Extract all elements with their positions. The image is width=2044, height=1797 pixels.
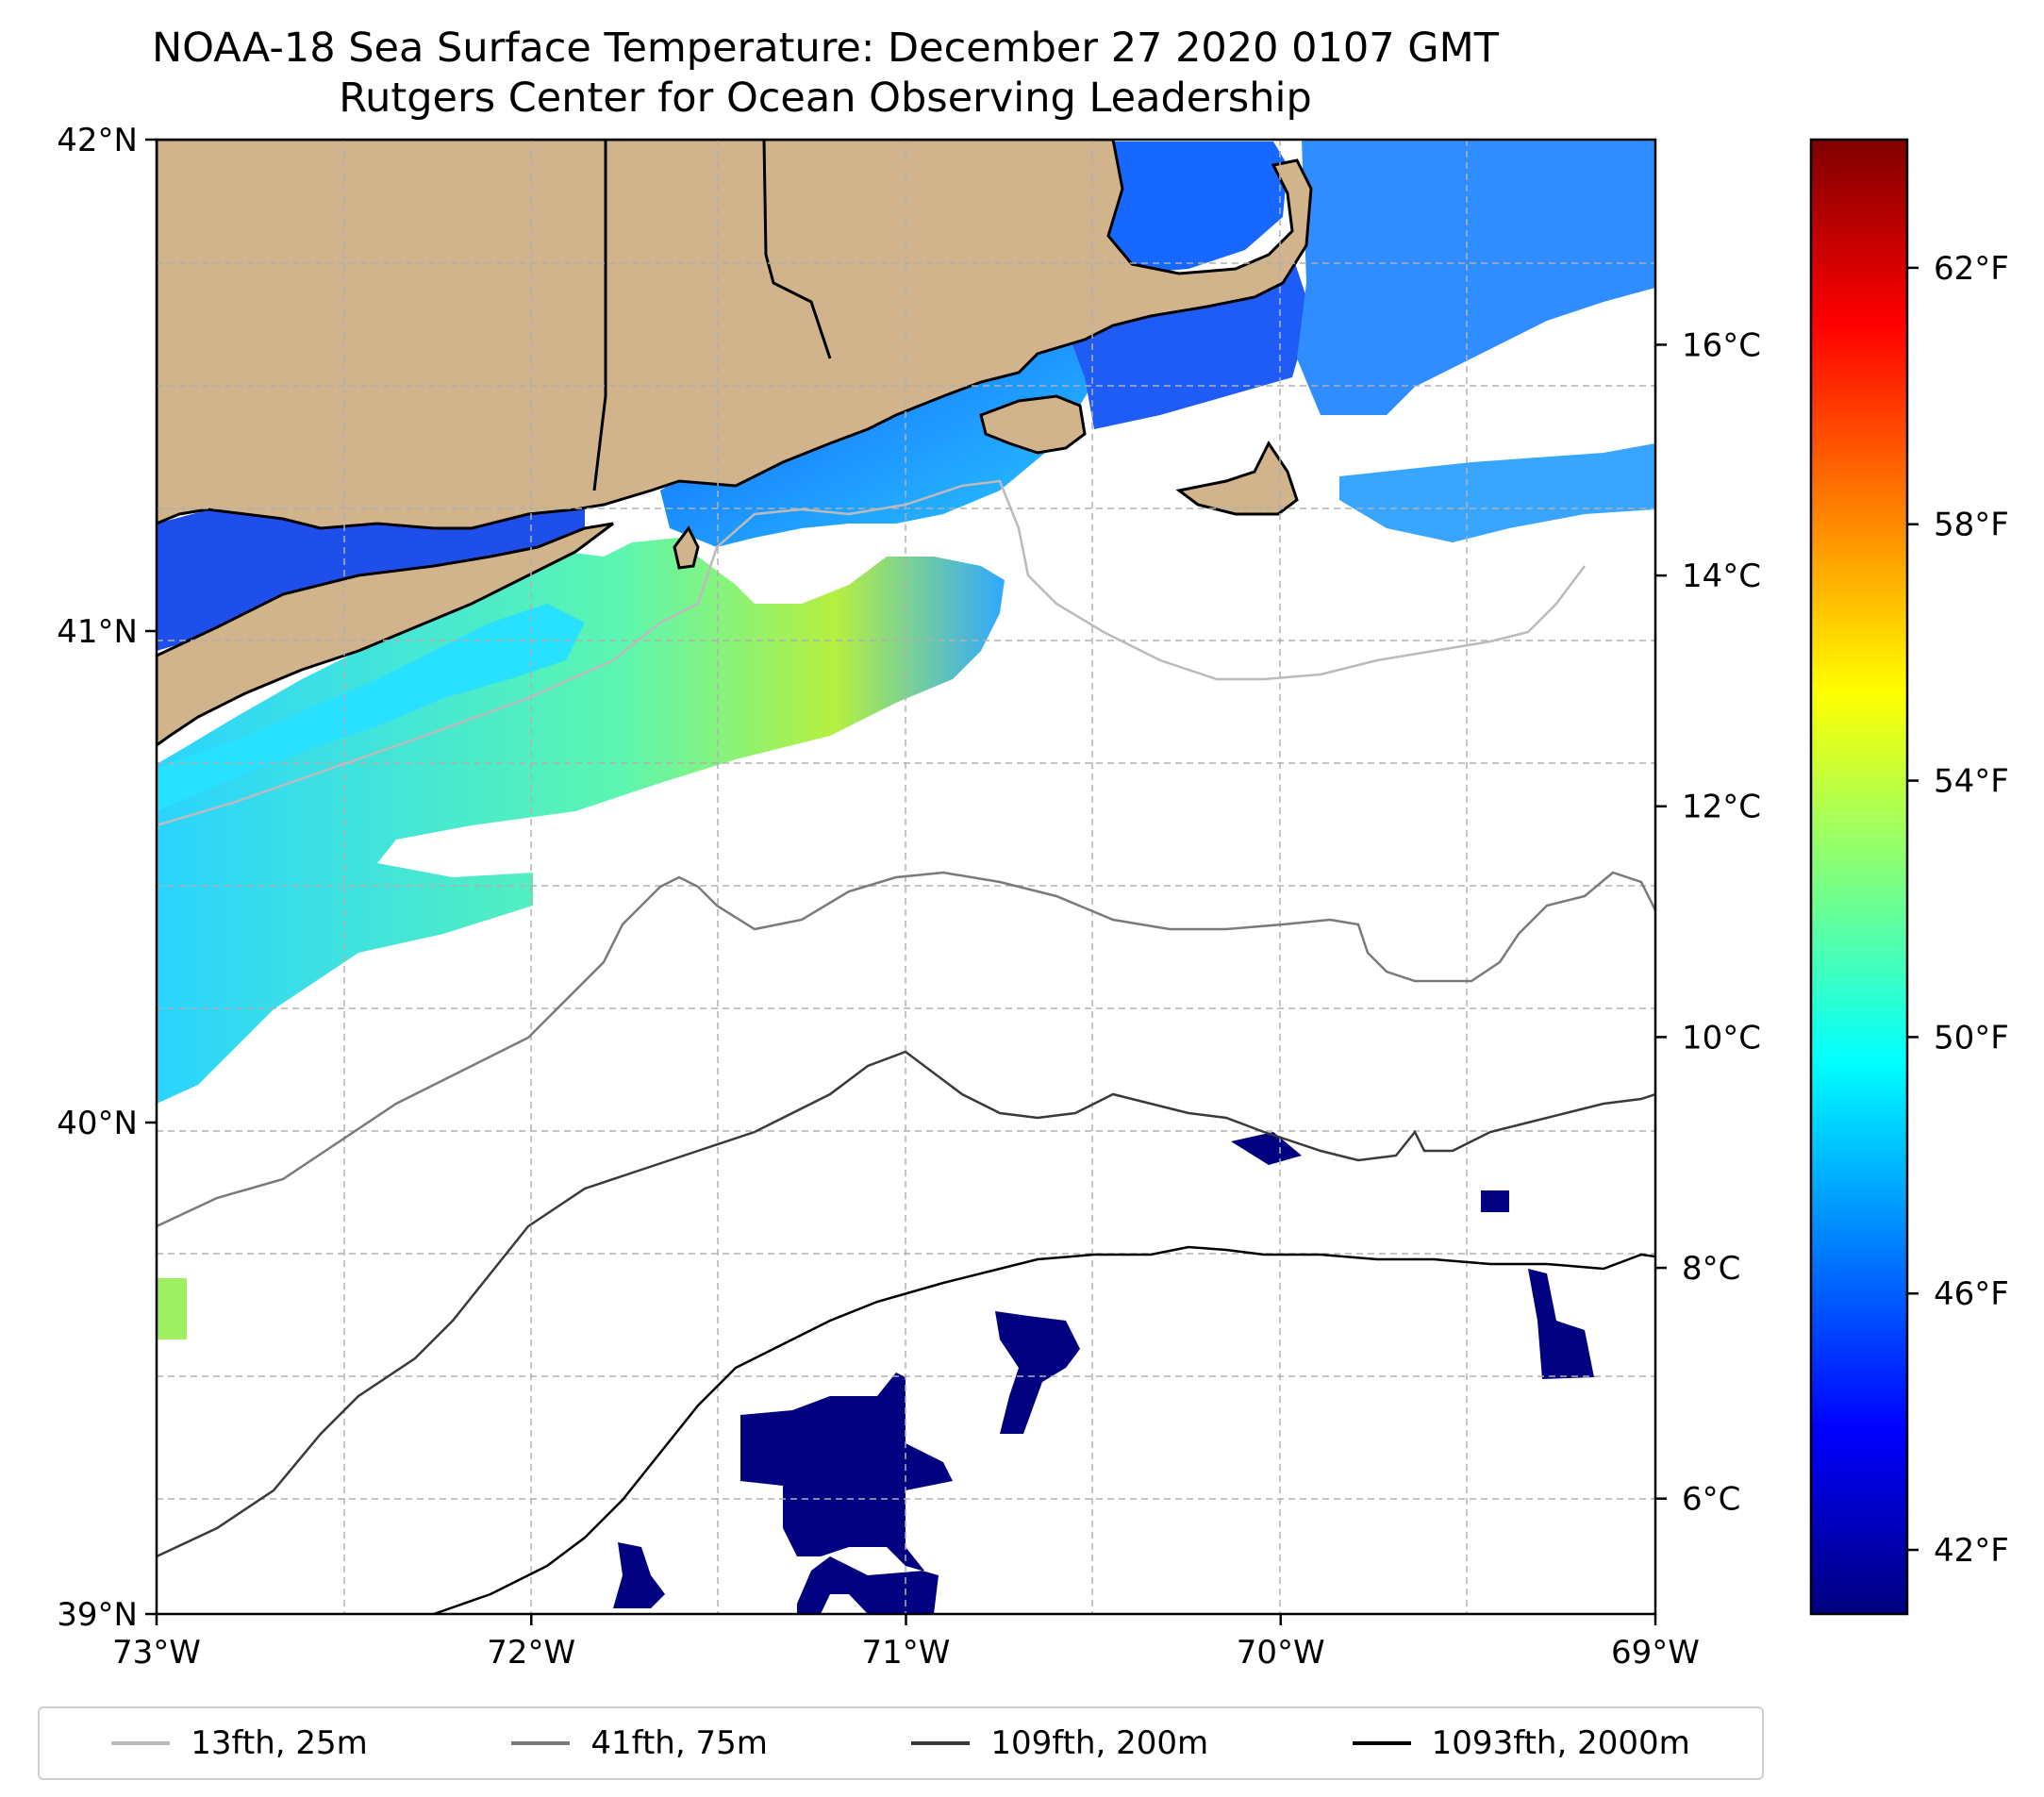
colorbar-gradient xyxy=(1809,138,1909,1616)
sst-nearshore xyxy=(157,604,585,811)
land-layer xyxy=(157,140,1313,747)
nantucket xyxy=(1175,441,1299,516)
fahrenheit-tick-label: 42°F xyxy=(1934,1532,2009,1570)
lat-tick-label: 39°N xyxy=(57,1596,138,1634)
legend-entry: 13fth, 25m xyxy=(111,1724,368,1762)
isobath-2000m xyxy=(433,1245,1655,1614)
legend-line-swatch xyxy=(511,1741,571,1745)
sst-cold-patch-1 xyxy=(740,1373,953,1614)
isobath-legend: 13fth, 25m 41fth, 75m 109fth, 200m 1093fth,… xyxy=(38,1706,1764,1780)
fahrenheit-tick-label: 50°F xyxy=(1934,1019,2009,1057)
sst-cold-patch-2 xyxy=(995,1311,1080,1434)
legend-label: 1093fth, 2000m xyxy=(1431,1724,1690,1762)
map-area xyxy=(157,140,1655,1614)
lon-axis: 73°W 72°W 71°W 70°W 69°W xyxy=(112,1614,1700,1672)
legend-label: 13fth, 25m xyxy=(191,1724,368,1762)
lon-tick-label: 73°W xyxy=(112,1634,201,1672)
sst-cold-patch-6 xyxy=(1231,1132,1302,1165)
sst-cold-patch-3 xyxy=(1528,1269,1594,1379)
marthas-vineyard xyxy=(979,394,1087,455)
sst-gulf-of-maine xyxy=(1297,140,1655,415)
celsius-tick-label: 8°C xyxy=(1682,1250,1740,1288)
sst-south-of-nantucket xyxy=(1339,443,1655,542)
colorbar-fahrenheit-axis: 42°F 46°F 50°F 54°F 58°F 62°F xyxy=(1907,250,2009,1570)
celsius-tick-label: 10°C xyxy=(1682,1019,1761,1057)
lon-tick-label: 71°W xyxy=(862,1634,951,1672)
chart-subtitle: Rutgers Center for Ocean Observing Leade… xyxy=(339,75,1312,122)
isobath-25m xyxy=(157,479,1586,827)
lat-tick-label: 41°N xyxy=(57,613,138,651)
sst-warm-band xyxy=(157,538,1005,1104)
legend-entry: 41fth, 75m xyxy=(511,1724,768,1762)
legend-line-swatch xyxy=(911,1741,971,1745)
block-island xyxy=(673,525,700,570)
colorbar-celsius-axis: 6°C 8°C 10°C 12°C 14°C 16°C xyxy=(1655,326,1761,1519)
sst-cold-patch-4 xyxy=(613,1542,665,1608)
isobaths xyxy=(157,479,1655,1614)
legend-line-swatch xyxy=(111,1741,171,1745)
lon-tick-label: 72°W xyxy=(487,1634,575,1672)
legend-label: 109fth, 200m xyxy=(990,1724,1209,1762)
lon-tick-label: 69°W xyxy=(1611,1634,1700,1672)
celsius-tick-label: 14°C xyxy=(1682,557,1761,595)
lat-tick-label: 40°N xyxy=(57,1105,138,1142)
fahrenheit-tick-label: 58°F xyxy=(1934,507,2009,544)
legend-line-swatch xyxy=(1352,1741,1411,1745)
sst-warm-patch xyxy=(157,1278,187,1339)
fahrenheit-tick-label: 46°F xyxy=(1934,1275,2009,1313)
mainland-new-england xyxy=(157,140,1313,530)
legend-entry: 109fth, 200m xyxy=(911,1724,1208,1762)
celsius-tick-label: 6°C xyxy=(1682,1481,1740,1519)
lon-tick-label: 70°W xyxy=(1237,1634,1325,1672)
lat-axis: 42°N 41°N 40°N 39°N xyxy=(57,122,157,1634)
chart-title: NOAA-18 Sea Surface Temperature: Decembe… xyxy=(152,25,1499,72)
legend-label: 41fth, 75m xyxy=(590,1724,768,1762)
lat-tick-label: 42°N xyxy=(57,122,138,159)
celsius-tick-label: 12°C xyxy=(1682,789,1761,826)
isobath-200m xyxy=(157,1050,1655,1558)
sst-cold-patch-5 xyxy=(1481,1190,1509,1212)
legend-entry: 1093fth, 2000m xyxy=(1352,1724,1690,1762)
state-borders xyxy=(592,140,832,491)
isobath-75m xyxy=(157,871,1655,1228)
colorbar: 6°C 8°C 10°C 12°C 14°C 16°C 42°F 46°F 50°F 54°F 5… xyxy=(1655,138,2009,1616)
fahrenheit-tick-label: 62°F xyxy=(1934,250,2009,288)
fahrenheit-tick-label: 54°F xyxy=(1934,763,2009,801)
long-island xyxy=(157,522,614,747)
celsius-tick-label: 16°C xyxy=(1682,326,1761,364)
